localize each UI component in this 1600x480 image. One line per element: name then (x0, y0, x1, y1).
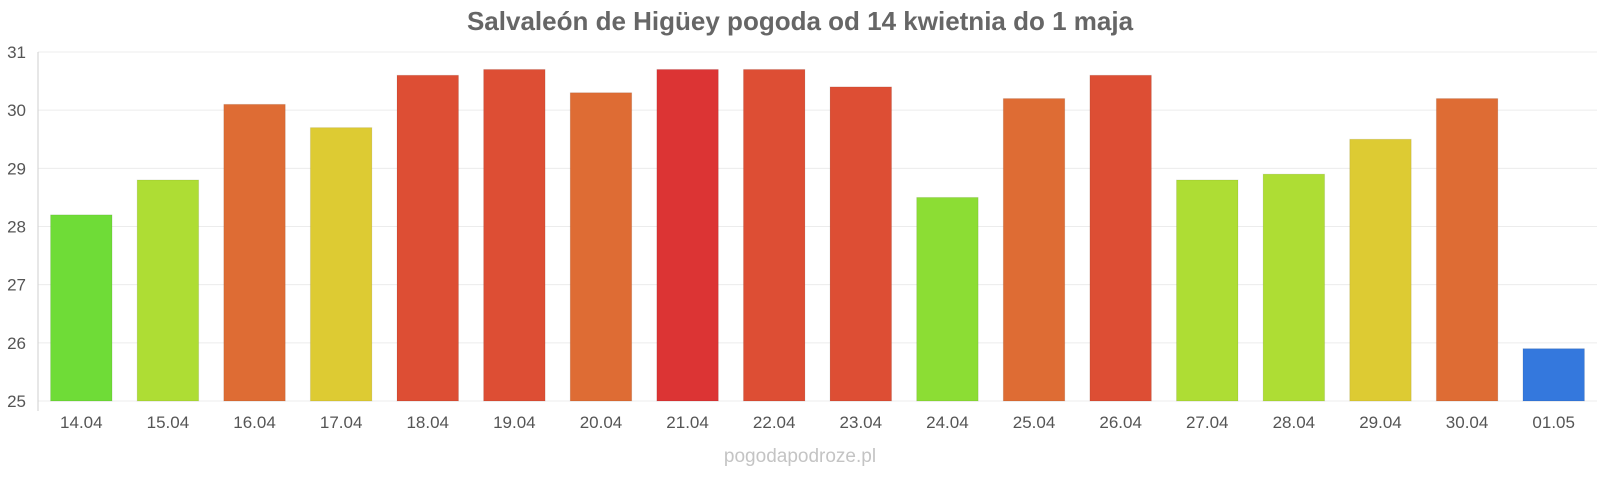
y-tick-label: 25 (7, 392, 26, 411)
bar (1176, 179, 1239, 402)
bar (1435, 98, 1499, 402)
x-tick-label: 21.04 (666, 413, 709, 432)
bar (1522, 348, 1585, 402)
bar (396, 74, 459, 402)
bar (50, 214, 113, 402)
bar (829, 86, 893, 402)
x-tick-label: 29.04 (1359, 413, 1402, 432)
x-tick-label: 24.04 (926, 413, 969, 432)
x-tick-label: 14.04 (60, 413, 103, 432)
y-tick-label: 26 (7, 334, 26, 353)
x-tick-label: 16.04 (233, 413, 276, 432)
y-tick-label: 31 (7, 43, 26, 62)
chart-title: Salvaleón de Higüey pogoda od 14 kwietni… (466, 6, 1134, 36)
x-tick-label: 19.04 (493, 413, 536, 432)
x-tick-label: 26.04 (1099, 413, 1142, 432)
bar (916, 196, 979, 402)
x-tick-label: 28.04 (1273, 413, 1316, 432)
y-tick-label: 30 (7, 101, 26, 120)
x-tick-label: 30.04 (1446, 413, 1489, 432)
bar (569, 92, 633, 402)
bar (309, 127, 373, 402)
bar (1089, 74, 1152, 402)
bar (1262, 173, 1326, 402)
x-tick-label: 23.04 (840, 413, 883, 432)
bar (1002, 98, 1066, 402)
bar (483, 68, 546, 402)
x-tick-label: 27.04 (1186, 413, 1229, 432)
bar (136, 179, 200, 402)
y-tick-label: 27 (7, 276, 26, 295)
bar (223, 103, 286, 402)
x-tick-label: 20.04 (580, 413, 623, 432)
x-tick-label: 25.04 (1013, 413, 1056, 432)
bar (742, 68, 806, 402)
y-tick-label: 28 (7, 218, 26, 237)
x-tick-label: 22.04 (753, 413, 796, 432)
x-tick-label: 15.04 (147, 413, 190, 432)
x-tick-label: 17.04 (320, 413, 363, 432)
watermark-text: pogodapodroze.pl (723, 446, 877, 467)
bar (656, 68, 719, 402)
bar (1349, 138, 1412, 402)
x-tick-label: 18.04 (406, 413, 449, 432)
x-tick-label: 01.05 (1532, 413, 1575, 432)
y-tick-label: 29 (7, 159, 26, 178)
